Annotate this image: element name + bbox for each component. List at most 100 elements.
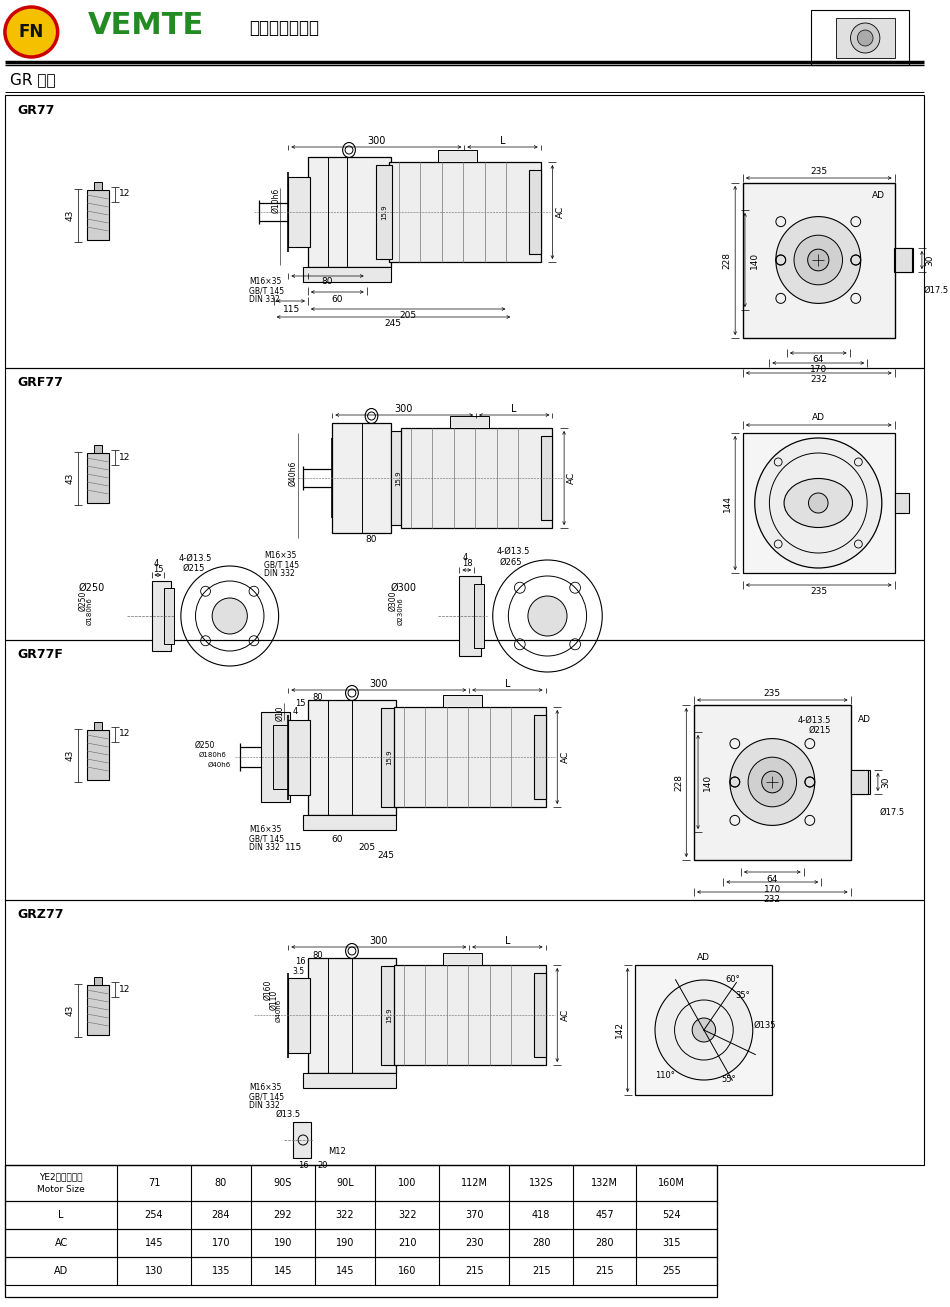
- Bar: [390, 162, 541, 261]
- Text: 235: 235: [810, 166, 827, 175]
- Bar: [5, 1165, 716, 1297]
- Text: 170: 170: [764, 885, 781, 894]
- Text: 160: 160: [398, 1266, 416, 1276]
- Bar: [894, 247, 913, 272]
- Bar: [87, 190, 108, 240]
- Text: 71: 71: [148, 1178, 161, 1188]
- Text: 43: 43: [66, 1004, 75, 1016]
- Text: Ø230h6: Ø230h6: [398, 597, 404, 625]
- Text: 235: 235: [764, 689, 781, 698]
- Bar: [5, 1229, 716, 1257]
- Text: 16: 16: [297, 1162, 309, 1171]
- Text: 255: 255: [662, 1266, 681, 1276]
- Text: 418: 418: [532, 1210, 550, 1219]
- Text: DIN 332: DIN 332: [249, 1102, 280, 1111]
- Text: 254: 254: [144, 1210, 163, 1219]
- Text: 60: 60: [332, 835, 343, 844]
- Text: 130: 130: [144, 1266, 163, 1276]
- Text: 80: 80: [322, 277, 333, 286]
- Text: 4-Ø13.5: 4-Ø13.5: [798, 715, 831, 724]
- Text: 15: 15: [153, 565, 163, 574]
- Text: Ø17.5: Ø17.5: [880, 808, 905, 817]
- Bar: [87, 454, 108, 503]
- Text: 43: 43: [66, 472, 75, 484]
- Text: 145: 145: [274, 1266, 293, 1276]
- Circle shape: [730, 738, 815, 826]
- Bar: [294, 1121, 311, 1158]
- Text: 43: 43: [66, 209, 75, 221]
- Text: 115: 115: [285, 843, 302, 852]
- Bar: [152, 582, 171, 651]
- Bar: [289, 978, 310, 1053]
- Text: 16: 16: [294, 958, 306, 966]
- Bar: [303, 1073, 396, 1087]
- Bar: [394, 707, 545, 806]
- Text: AC: AC: [560, 752, 570, 763]
- Bar: [94, 978, 102, 985]
- Bar: [743, 183, 895, 339]
- Text: Ø17.5: Ø17.5: [923, 285, 949, 294]
- Text: 15.9: 15.9: [381, 204, 388, 220]
- Text: Ø40h6: Ø40h6: [207, 762, 231, 769]
- Bar: [529, 170, 541, 254]
- Text: M16×35: M16×35: [249, 826, 281, 834]
- Text: 280: 280: [532, 1238, 550, 1248]
- Text: 30: 30: [925, 255, 934, 265]
- Circle shape: [754, 438, 882, 569]
- Bar: [289, 176, 310, 247]
- Text: 144: 144: [723, 494, 732, 511]
- Text: 15.9: 15.9: [386, 1008, 392, 1023]
- Text: 292: 292: [274, 1210, 293, 1219]
- Text: 4: 4: [463, 553, 468, 562]
- Circle shape: [850, 24, 880, 54]
- Text: Ø180h6: Ø180h6: [199, 752, 226, 758]
- Text: GRZ77: GRZ77: [18, 908, 64, 921]
- Text: Ø10: Ø10: [276, 706, 284, 720]
- Text: 215: 215: [532, 1266, 550, 1276]
- Text: 235: 235: [810, 588, 827, 596]
- Text: Ø160: Ø160: [263, 980, 273, 1000]
- Circle shape: [794, 235, 843, 285]
- Bar: [308, 701, 396, 816]
- Text: 132M: 132M: [591, 1178, 618, 1188]
- Bar: [308, 157, 391, 267]
- Bar: [401, 427, 552, 528]
- Bar: [5, 901, 923, 1165]
- Bar: [94, 444, 102, 454]
- Text: GR 系列: GR 系列: [10, 72, 55, 88]
- Text: 唯瑪特減速電機: 唯瑪特減速電機: [249, 20, 319, 37]
- Text: 142: 142: [616, 1022, 624, 1039]
- Bar: [836, 18, 895, 58]
- Text: L: L: [504, 680, 510, 689]
- Text: AD: AD: [812, 413, 826, 422]
- Text: 170: 170: [212, 1238, 230, 1248]
- Bar: [5, 1165, 716, 1201]
- Text: 35°: 35°: [735, 991, 751, 1000]
- Bar: [5, 1201, 716, 1229]
- Text: 370: 370: [465, 1210, 484, 1219]
- Bar: [895, 493, 909, 514]
- Text: 30: 30: [882, 776, 890, 788]
- Text: 280: 280: [596, 1238, 614, 1248]
- Text: 300: 300: [394, 404, 413, 414]
- Text: 228: 228: [674, 774, 683, 791]
- Text: 228: 228: [723, 252, 732, 269]
- Text: 170: 170: [809, 366, 826, 375]
- Bar: [308, 958, 396, 1073]
- Text: Ø250: Ø250: [195, 741, 216, 749]
- Text: Motor Size: Motor Size: [37, 1184, 85, 1193]
- Text: Ø250: Ø250: [78, 583, 104, 593]
- Text: FN: FN: [19, 24, 44, 41]
- Bar: [303, 267, 391, 282]
- Text: 4-Ø13.5: 4-Ø13.5: [497, 546, 530, 555]
- Bar: [87, 985, 108, 1035]
- Text: 315: 315: [662, 1238, 681, 1248]
- Circle shape: [655, 980, 752, 1080]
- Text: 524: 524: [662, 1210, 681, 1219]
- Text: 80: 80: [313, 693, 323, 702]
- Text: 90S: 90S: [274, 1178, 293, 1188]
- Text: GR77: GR77: [18, 103, 55, 116]
- Text: 55°: 55°: [721, 1076, 735, 1085]
- Bar: [5, 95, 923, 369]
- Bar: [87, 731, 108, 780]
